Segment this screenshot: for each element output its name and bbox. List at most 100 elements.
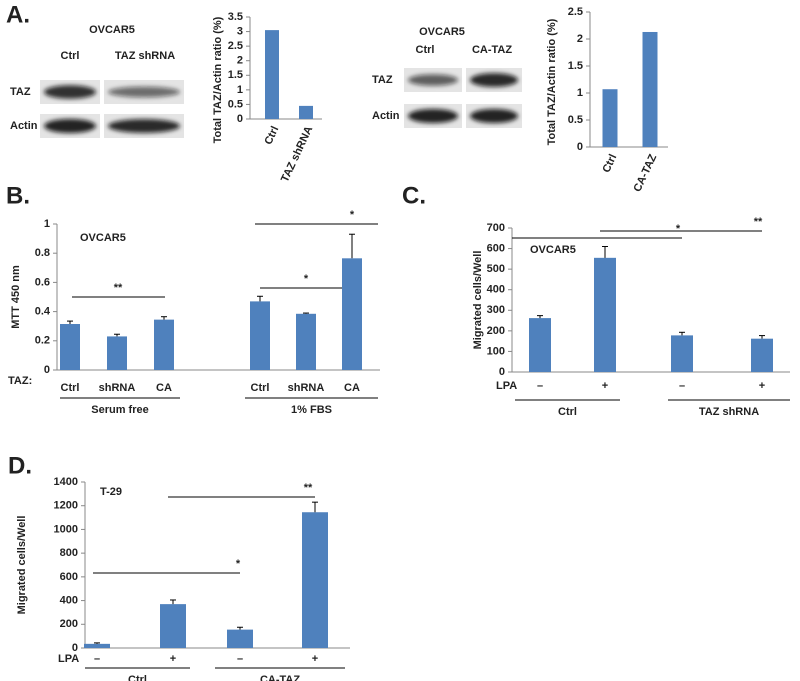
group-label: 1% FBS [291,404,332,416]
bar [107,336,127,370]
y-tick-label: 0.6 [35,276,50,288]
bar [60,324,80,370]
bar [296,313,316,370]
y-tick-label: 2 [237,55,243,67]
y-tick-label: 3.5 [228,11,243,23]
x-tick-label: – [679,380,685,392]
blot-row-label: Actin [10,120,38,132]
y-tick-label: 0 [577,141,583,153]
annotation: OVCAR5 [80,232,126,244]
y-tick-label: 0 [499,366,505,378]
y-axis-label: Migrated cells/Well [472,251,484,350]
y-tick-label: 600 [60,571,78,583]
blot-row-label: TAZ [10,86,31,98]
error-bar [312,501,318,513]
row-label: LPA [496,380,517,392]
bar [751,338,773,372]
error-bar [94,642,100,644]
x-tick-label: + [312,653,318,665]
bar [154,319,174,370]
y-tick-label: 0 [44,364,50,376]
bar [265,30,279,119]
y-tick-label: 0.2 [35,335,50,347]
blot-row-label: Actin [372,110,400,122]
y-axis-label: MTT 450 nm [10,265,22,329]
y-tick-label: 200 [60,618,78,630]
y-tick-label: 1000 [54,523,78,535]
error-bar [679,331,685,336]
y-tick-label: 400 [487,284,505,296]
x-tick-label: + [759,380,765,392]
panel-label: C. [402,182,426,209]
blot-lane-label: Ctrl [416,44,435,56]
significance-label: ** [114,282,123,294]
error-bar [114,333,120,337]
bar [602,89,618,147]
error-bar [67,320,73,325]
blot-band [470,109,518,123]
error-bar [759,335,765,339]
bar [84,643,110,648]
error-bar [237,626,243,630]
error-bar [537,315,543,319]
bar [227,629,253,648]
y-tick-label: 0.5 [568,114,583,126]
blot-band [108,119,180,133]
y-axis-label: Migrated cells/Well [16,516,28,615]
x-tick-label: – [237,653,243,665]
y-tick-label: 500 [487,263,505,275]
y-tick-label: 800 [60,547,78,559]
y-tick-label: 1400 [54,476,78,488]
blot-band [108,86,180,98]
row-label: LPA [58,653,79,665]
y-tick-label: 400 [60,594,78,606]
y-tick-label: 1200 [54,500,78,512]
y-axis-label: Total TAZ/Actin ratio (%) [212,16,224,143]
blot-lane-label: CA-TAZ [472,44,512,56]
bar [671,335,693,372]
blot-title: OVCAR5 [89,24,135,36]
y-tick-label: 3 [237,25,243,37]
row-label: TAZ: [8,375,32,387]
y-tick-label: 2.5 [228,40,243,52]
group-label: CA-TAZ [260,674,300,681]
y-tick-label: 2.5 [568,6,583,18]
y-tick-label: 700 [487,222,505,234]
bar [529,318,551,372]
group-label: TAZ shRNA [699,406,759,418]
y-tick-label: 1.5 [228,69,243,81]
significance-label: * [236,558,241,570]
x-tick-label: + [602,380,608,392]
y-tick-label: 0.8 [35,247,50,259]
bar [160,604,186,648]
blot-band [408,109,458,123]
significance-label: * [304,273,309,285]
annotation: T-29 [100,486,122,498]
blot-row-label: TAZ [372,74,393,86]
blot-lane-label: Ctrl [61,50,80,62]
significance-label: * [676,223,681,235]
y-axis-label: Total TAZ/Actin ratio (%) [546,18,558,145]
bar [299,105,313,119]
x-tick-label: CA [344,382,360,394]
y-tick-label: 0.4 [35,306,51,318]
annotation: OVCAR5 [530,244,576,256]
blot-lane-label: TAZ shRNA [115,50,175,62]
y-tick-label: 2 [577,33,583,45]
panel-label: B. [6,182,30,209]
panel-label: A. [6,1,30,28]
bar [642,31,658,148]
x-tick-label: Ctrl [600,152,619,174]
x-tick-label: shRNA [288,382,325,394]
bar [594,257,616,372]
y-tick-label: 0 [72,642,78,654]
x-tick-label: Ctrl [61,382,80,394]
y-tick-label: 1 [577,87,583,99]
blot-band [470,73,518,87]
x-tick-label: – [94,653,100,665]
error-bar [161,316,167,320]
y-tick-label: 300 [487,304,505,316]
bar [302,512,328,648]
x-tick-label: TAZ shRNA [279,124,315,184]
x-tick-label: Ctrl [251,382,270,394]
